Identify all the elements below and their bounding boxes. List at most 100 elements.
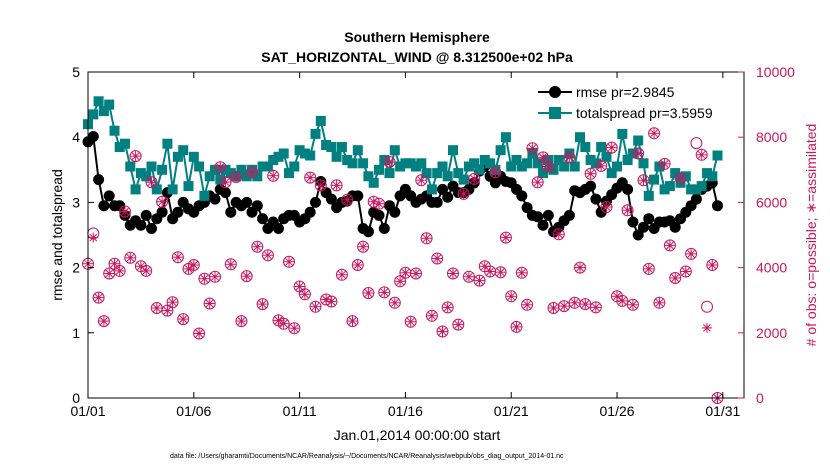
- rmse-point: [537, 219, 549, 231]
- obs-assimilated-point: [458, 188, 469, 199]
- totalspread-point: [262, 161, 273, 172]
- totalspread-point: [273, 151, 284, 162]
- y-axis-right: 0 2000 4000 6000 8000 10000: [738, 64, 795, 406]
- obs-layer: [82, 93, 724, 404]
- obs-assimilated-point: [522, 299, 533, 310]
- rmse-point: [378, 223, 390, 234]
- obs-assimilated-point: [389, 297, 400, 308]
- obs-assimilated-point: [702, 322, 712, 333]
- obs-assimilated-point: [273, 315, 284, 326]
- obs-possible-point: [642, 262, 655, 275]
- obs-assimilated-point: [580, 299, 591, 310]
- obs-possible-point: [283, 255, 295, 268]
- obs-possible-point: [193, 327, 206, 340]
- rmse-point: [251, 200, 263, 212]
- obs-assimilated-point: [183, 263, 194, 274]
- obs-possible-point: [674, 172, 687, 185]
- x-axis: 01/01 01/06 01/11 01/16 01/21 01/26 01/31: [70, 72, 741, 419]
- obs-possible-point: [410, 267, 422, 280]
- legend-rmse-marker: [549, 86, 561, 98]
- rmse-point: [172, 206, 184, 218]
- totalspread-point: [358, 158, 369, 169]
- totalspread-point: [421, 168, 432, 179]
- obs-possible-point: [584, 167, 597, 180]
- obs-possible-point: [431, 252, 444, 265]
- totalspread-point: [506, 161, 517, 172]
- totalspread-point: [146, 161, 157, 172]
- obs-possible-point: [246, 166, 258, 179]
- totalspread-point: [617, 128, 628, 139]
- totalspread-point: [289, 161, 300, 172]
- obs-possible-point: [658, 157, 671, 170]
- obs-assimilated-point: [225, 259, 236, 270]
- obs-possible-point: [695, 148, 708, 161]
- totalspread-point: [575, 132, 585, 143]
- obs-assimilated-point: [532, 177, 543, 188]
- obs-possible-point: [595, 159, 608, 172]
- obs-possible-point: [298, 288, 311, 301]
- obs-possible-point: [436, 325, 449, 338]
- totalspread-point: [696, 181, 707, 192]
- totalspread-point: [416, 158, 427, 169]
- totalspread-point: [601, 151, 612, 162]
- obs-possible-point: [574, 261, 586, 274]
- rmse-point: [532, 211, 544, 223]
- obs-possible-point: [499, 231, 512, 244]
- obs-possible-point: [605, 141, 618, 154]
- obs-possible-point: [457, 187, 470, 200]
- rmse-point: [140, 209, 152, 221]
- rmse-point: [373, 209, 385, 221]
- obs-assimilated-point: [516, 267, 527, 278]
- totalspread-point: [241, 171, 252, 182]
- totalspread-point: [130, 184, 141, 195]
- totalspread-point: [321, 140, 332, 150]
- obs-assimilated-point: [511, 321, 522, 332]
- obs-possible-point: [224, 258, 237, 271]
- totalspread-point: [643, 190, 654, 201]
- obs-assimilated-point: [606, 142, 617, 153]
- obs-assimilated-point: [675, 173, 686, 184]
- obs-assimilated-point: [474, 275, 485, 286]
- obs-assimilated-point: [125, 252, 136, 263]
- totalspread-point: [120, 138, 130, 149]
- totalspread-point: [178, 145, 189, 156]
- obs-possible-point: [314, 179, 327, 192]
- obs-assimilated-point: [416, 175, 427, 186]
- obs-assimilated-point: [347, 316, 358, 327]
- totalspread-point: [448, 145, 458, 156]
- obs-assimilated-point: [278, 318, 289, 329]
- obs-assimilated-point: [596, 160, 607, 171]
- obs-possible-point: [288, 322, 301, 335]
- obs-assimilated-point: [400, 267, 411, 278]
- obs-possible-point: [261, 249, 274, 262]
- obs-possible-point: [563, 151, 576, 164]
- obs-possible-point: [404, 315, 417, 328]
- obs-assimilated-point: [421, 233, 432, 244]
- rmse-point: [632, 229, 644, 241]
- totalspread-point: [538, 168, 548, 179]
- legend: rmse pr=2.9845 totalspread pr=3.5959: [530, 78, 738, 126]
- totalspread-point: [686, 184, 697, 195]
- obs-possible-point: [685, 247, 698, 260]
- obs-assimilated-point: [384, 157, 395, 167]
- totalspread-point: [252, 171, 263, 182]
- obs-possible-point: [669, 272, 682, 284]
- rmse-point: [87, 131, 99, 142]
- obs-assimilated-point: [479, 261, 490, 272]
- obs-assimilated-point: [469, 173, 480, 184]
- totalspread-point: [299, 148, 310, 159]
- rmse-point: [622, 183, 634, 195]
- x-tick-label: 01/31: [705, 403, 740, 419]
- totalspread-point: [368, 177, 379, 188]
- y-left-tick-label: 0: [72, 390, 80, 406]
- obs-assimilated-point: [538, 152, 548, 163]
- obs-possible-point: [219, 176, 232, 189]
- legend-totalspread-marker: [549, 107, 561, 119]
- totalspread-point: [458, 174, 469, 185]
- totalspread-point: [569, 161, 580, 172]
- totalspread-point: [469, 158, 480, 169]
- obs-assimilated-point: [236, 316, 247, 327]
- totalspread-point: [284, 168, 294, 179]
- obs-assimilated-point: [305, 172, 316, 183]
- obs-possible-point: [129, 150, 142, 163]
